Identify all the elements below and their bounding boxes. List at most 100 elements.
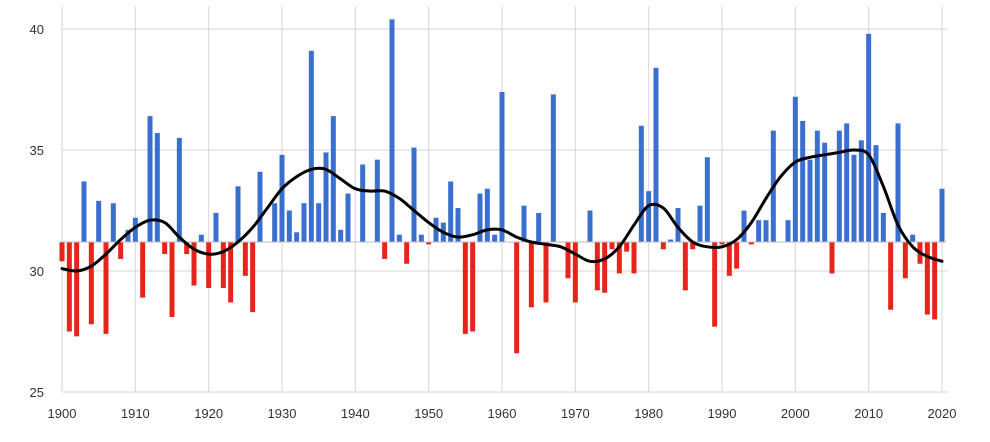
bar-1909: [125, 229, 131, 242]
bar-2008: [851, 154, 857, 242]
bar-1945: [389, 19, 395, 242]
bar-1904: [88, 241, 94, 325]
y-tick-label-25: 25: [30, 385, 44, 400]
bar-1986: [690, 241, 696, 250]
x-tick-label-1960: 1960: [488, 406, 517, 421]
x-tick-label-2000: 2000: [781, 406, 810, 421]
bar-1930: [279, 154, 285, 242]
bar-1947: [404, 241, 410, 264]
bar-1923: [228, 241, 234, 303]
bar-1992: [734, 241, 740, 269]
bar-1957: [477, 193, 483, 242]
bar-1975: [609, 241, 615, 250]
bar-1958: [484, 188, 490, 242]
bar-1981: [653, 67, 659, 242]
bar-1901: [66, 241, 72, 332]
bar-1926: [250, 241, 256, 313]
x-tick-label-1920: 1920: [194, 406, 223, 421]
bar-1932: [294, 232, 300, 242]
bar-2013: [888, 241, 894, 310]
bar-1985: [682, 241, 688, 291]
bar-1970: [572, 241, 578, 303]
bar-1978: [631, 241, 637, 274]
bar-1935: [316, 203, 322, 242]
x-tick-label-1950: 1950: [414, 406, 443, 421]
x-tick-label-2010: 2010: [854, 406, 883, 421]
bar-1996: [763, 220, 769, 242]
bar-1929: [272, 203, 278, 242]
bar-1984: [675, 208, 681, 242]
bar-1994: [748, 241, 754, 245]
bar-1902: [74, 241, 80, 337]
bar-1950: [426, 241, 432, 245]
x-tick-label-1940: 1940: [341, 406, 370, 421]
bar-2015: [902, 241, 908, 279]
bar-1917: [184, 241, 190, 255]
bar-1915: [169, 241, 175, 317]
bar-1976: [616, 241, 622, 274]
bar-1924: [235, 186, 241, 242]
bar-1912: [147, 116, 153, 242]
bar-2016: [910, 234, 916, 242]
bar-1938: [338, 229, 344, 242]
bar-1989: [712, 241, 718, 327]
bar-2019: [932, 241, 938, 320]
x-tick-label-2020: 2020: [928, 406, 957, 421]
bar-series: [59, 19, 945, 354]
x-axis-ticks: 1900 1910 1920 1930 1940 1950 1960 1970 1980 1990…: [48, 406, 957, 421]
bar-1995: [756, 220, 762, 242]
bar-1982: [660, 241, 666, 250]
x-tick-label-1900: 1900: [48, 406, 77, 421]
bar-2007: [844, 123, 850, 242]
bar-1922: [220, 241, 226, 288]
bar-1937: [330, 116, 336, 242]
bar-2020: [939, 188, 945, 242]
bar-1903: [81, 181, 87, 242]
bar-2010: [866, 33, 872, 242]
bar-1946: [396, 234, 402, 242]
bar-1979: [638, 125, 644, 242]
bar-1949: [418, 234, 424, 242]
bar-1910: [132, 217, 138, 242]
bar-2004: [822, 142, 828, 242]
bar-1962: [514, 241, 520, 354]
bar-1959: [492, 234, 498, 242]
bar-1931: [286, 210, 292, 242]
x-tick-label-1930: 1930: [268, 406, 297, 421]
bar-2009: [858, 140, 864, 242]
bar-1941: [360, 164, 366, 242]
bar-1969: [565, 241, 571, 279]
bar-1907: [110, 203, 116, 242]
bar-2014: [895, 123, 901, 242]
bar-1920: [206, 241, 212, 288]
bar-2011: [873, 145, 879, 242]
bar-1943: [374, 159, 380, 242]
x-tick-label-1990: 1990: [708, 406, 737, 421]
bar-1933: [301, 203, 307, 242]
bar-2001: [800, 120, 806, 242]
bar-2005: [829, 241, 835, 274]
y-axis-ticks: 25 30 35 40: [30, 22, 44, 400]
bar-2012: [880, 212, 886, 242]
bar-1991: [726, 241, 732, 276]
bar-1973: [594, 241, 600, 291]
bar-1999: [785, 220, 791, 242]
bar-1954: [455, 208, 461, 242]
bar-1980: [646, 191, 652, 242]
bar-1955: [462, 241, 468, 334]
bar-1974: [602, 241, 608, 293]
bar-1905: [96, 200, 102, 242]
y-tick-label-30: 30: [30, 264, 44, 279]
bar-1966: [543, 241, 549, 303]
bar-1919: [198, 234, 204, 242]
trend-line: [60, 148, 944, 273]
bar-2018: [924, 241, 930, 315]
y-tick-label-35: 35: [30, 143, 44, 158]
bar-1967: [550, 94, 556, 242]
bar-1906: [103, 241, 109, 334]
bar-1921: [213, 212, 219, 242]
bar-1908: [118, 241, 124, 259]
bar-1934: [308, 50, 314, 242]
bar-1956: [470, 241, 476, 332]
